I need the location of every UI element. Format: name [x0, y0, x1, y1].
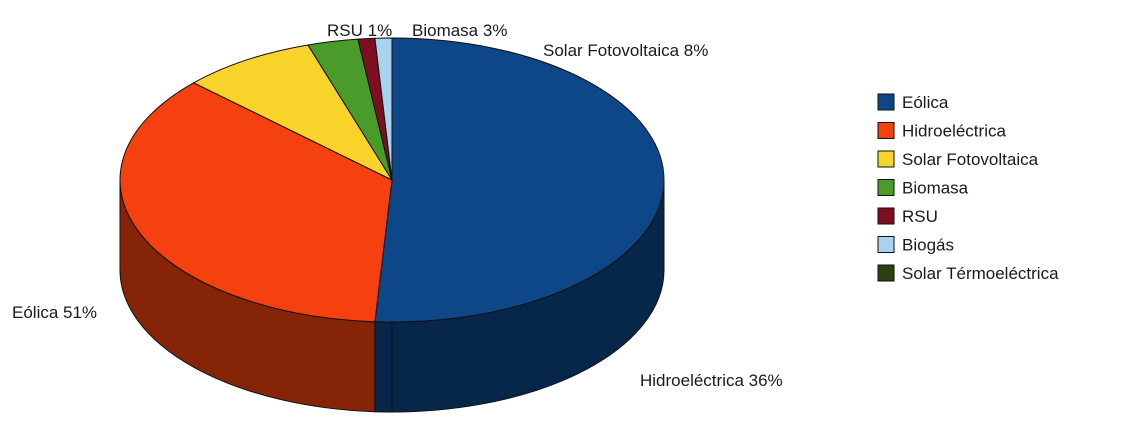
legend-swatch-biogas [877, 236, 895, 253]
slice-label-eolica: Eólica 51% [12, 303, 97, 322]
slice-label-biomasa: Biomasa 3% [412, 21, 507, 40]
legend-swatch-hidroelectrica [877, 122, 895, 139]
legend-label-solar-fotovoltaica: Solar Fotovoltaica [902, 150, 1039, 169]
legend-label-biogas: Biogás [902, 236, 954, 255]
legend-swatch-eolica [877, 93, 895, 111]
legend-label-hidroelectrica: Hidroeléctrica [902, 122, 1006, 141]
legend-swatch-solar-termoelectrica [877, 264, 895, 282]
slice-label-rsu: RSU 1% [327, 21, 392, 40]
slice-labels: Eólica 51% Hidroeléctrica 36% Solar Fotovo… [12, 21, 783, 390]
legend-swatch-biomasa [877, 179, 895, 196]
pie-slice-hidroelectrica [119, 82, 393, 323]
legend-swatch-rsu [877, 207, 895, 225]
pie-slice-biogas [374, 37, 393, 181]
pie-slice-solar-fotovoltaica [192, 44, 394, 182]
legend: Eólica Hidroeléctrica Solar Fotovoltaica Bi… [877, 93, 1059, 283]
legend-label-biomasa: Biomasa [902, 179, 969, 198]
legend-label-solar-termoelectrica: Solar Térmoeléctrica [902, 264, 1059, 283]
legend-label-eolica: Eólica [902, 93, 949, 112]
legend-label-rsu: RSU [902, 207, 938, 226]
slice-label-solar-fotovoltaica: Solar Fotovoltaica 8% [543, 41, 708, 60]
legend-swatch-solar-fotovoltaica [877, 150, 895, 168]
pie-slice-eolica [374, 37, 665, 323]
slice-label-hidroelectrica: Hidroeléctrica 36% [640, 371, 783, 390]
pie-top-faces [119, 37, 665, 323]
